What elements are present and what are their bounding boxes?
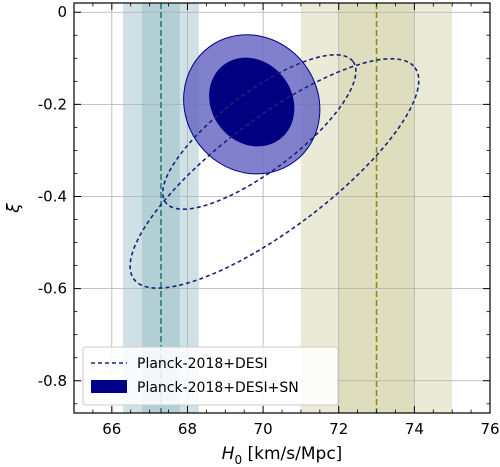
- legend-label: Planck-2018+DESI: [137, 356, 268, 372]
- x-axis-title-sub: 0: [234, 453, 242, 467]
- x-tick-label: 76: [480, 420, 499, 438]
- x-tick-label: 68: [178, 420, 197, 438]
- plot-area: [74, 3, 490, 413]
- x-tick-label: 66: [102, 420, 121, 438]
- legend-swatch-filled: [91, 380, 127, 393]
- x-tick-label: 72: [329, 420, 348, 438]
- band-1sigma-1: [338, 3, 415, 413]
- y-axis-title: ξ: [4, 203, 24, 214]
- y-tick-label: 0: [57, 3, 67, 21]
- contour-sn-1sigma: [209, 57, 295, 147]
- x-tick-label: 70: [254, 420, 273, 438]
- y-tick-label: -0.8: [38, 372, 67, 390]
- x-axis-title-main: H: [222, 444, 235, 464]
- legend-label: Planck-2018+DESI+SN: [137, 380, 299, 396]
- legend: Planck-2018+DESI Planck-2018+DESI+SN: [82, 346, 339, 406]
- y-tick-label: -0.4: [38, 187, 67, 205]
- y-tick-label: -0.6: [38, 280, 67, 298]
- y-tick-label: -0.2: [38, 95, 67, 113]
- contour-desi-1sigma: [161, 54, 357, 210]
- x-tick-label: 74: [405, 420, 424, 438]
- x-axis-title-unit: [km/s/Mpc]: [242, 444, 342, 464]
- contour-desi-2sigma: [129, 57, 420, 289]
- x-axis-title: H0 [km/s/Mpc]: [222, 444, 343, 467]
- axes: 66 68 70 72 74 760-0.2-0.4-0.6-0.8H0 [km/s/Mp…: [4, 2, 500, 467]
- legend-box: [82, 346, 339, 406]
